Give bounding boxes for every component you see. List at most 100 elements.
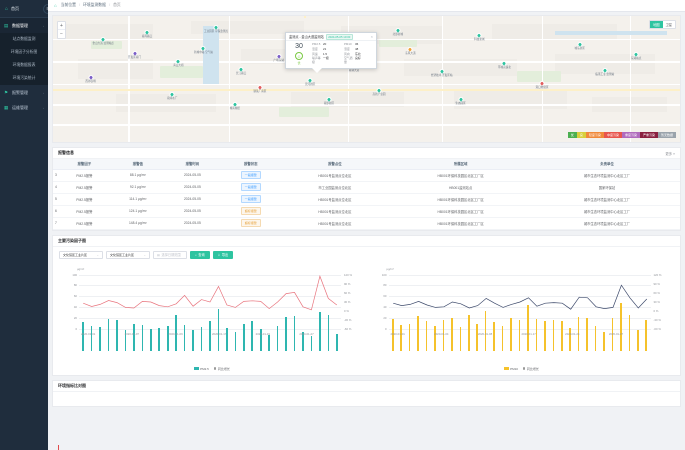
sidebar-brand[interactable]: ⌂ 首页 ≡ — [0, 0, 53, 18]
region-select-2[interactable]: 文化馆区工业片区 ⌄ — [106, 250, 150, 259]
sidebar-subitem-factor-chart[interactable]: 环境因子分析图 — [10, 50, 38, 54]
legend-item-line[interactable]: 同比增长 — [522, 367, 539, 371]
status-badge[interactable]: 一般报警 — [240, 195, 261, 203]
sidebar-subitem-data-report[interactable]: 环境数据报表 — [12, 63, 36, 67]
aqi-legend-item[interactable]: 轻度污染 — [585, 131, 604, 138]
map-marker[interactable]: 金山大道 监测站点 — [92, 35, 114, 45]
chart-bar[interactable] — [594, 325, 597, 351]
chart-bar[interactable] — [611, 318, 614, 351]
legend-item-bar[interactable]: PM10 — [503, 367, 518, 371]
chart-bar[interactable] — [285, 317, 287, 351]
sidebar-subitem-station-data[interactable]: 站点数据监测 — [12, 37, 36, 41]
status-badge[interactable]: 一般报警 — [240, 183, 261, 191]
chart-bar[interactable] — [527, 305, 529, 351]
chart-bar[interactable] — [276, 325, 279, 351]
aqi-legend-item[interactable]: 暂无数据 — [657, 131, 676, 138]
map-marker[interactable]: 经济技术 开发区站 — [431, 68, 452, 77]
chart-bar[interactable] — [408, 323, 411, 351]
map-marker[interactable]: 港口物流区 — [536, 79, 549, 89]
map-marker[interactable]: 东湖站点 — [631, 50, 641, 60]
chart-bar[interactable] — [620, 302, 622, 351]
chart-bar[interactable] — [459, 326, 462, 351]
chart-bar[interactable] — [510, 318, 512, 351]
map-type-map[interactable]: 地图 — [650, 21, 663, 28]
map-marker[interactable]: 高新产业园 — [373, 87, 386, 96]
home-icon[interactable]: ⌂ — [54, 3, 57, 8]
map-marker[interactable]: 钢铁厂南区 — [253, 83, 266, 92]
chart-bar[interactable] — [603, 332, 605, 351]
map-marker[interactable]: 滨河新区 — [305, 77, 315, 86]
chart-bar[interactable] — [251, 321, 254, 351]
map-marker[interactable]: 开发区南门 — [128, 49, 141, 58]
chart-bar[interactable] — [99, 326, 101, 351]
chart-bar[interactable] — [150, 328, 152, 351]
chart-bar[interactable] — [569, 327, 571, 351]
chart-bar[interactable] — [192, 329, 194, 351]
chart-bar[interactable] — [400, 324, 402, 351]
map-marker[interactable]: 城南枢纽 — [230, 101, 240, 110]
status-badge[interactable]: 超标报警 — [240, 219, 261, 227]
map-marker[interactable]: 南部新区 — [324, 96, 334, 105]
chart-bar[interactable] — [417, 315, 419, 351]
chart-bar[interactable] — [645, 320, 648, 351]
map-marker[interactable]: 临港工业 监测站 — [595, 67, 614, 76]
chart-bar[interactable] — [243, 323, 245, 351]
sidebar-item-ops-management[interactable]: ▦ 运维管理 › — [0, 100, 48, 115]
chart-bar[interactable] — [484, 310, 487, 351]
status-badge[interactable]: 超标报警 — [240, 207, 261, 215]
chart-bar[interactable] — [535, 319, 538, 351]
map-marker[interactable]: 环城高速北 — [498, 59, 511, 69]
aqi-legend-item[interactable]: 重度污染 — [621, 131, 640, 138]
chart-bar[interactable] — [442, 320, 445, 351]
map-marker[interactable]: 生态园区 — [455, 96, 466, 105]
chart-bar[interactable] — [552, 320, 555, 351]
map-marker[interactable]: 西郊农场 — [85, 73, 96, 82]
chart-bar[interactable] — [90, 325, 93, 351]
chart-bar[interactable] — [209, 321, 211, 351]
sidebar-item-data-management[interactable]: ▤ 数据管理 › — [0, 18, 48, 33]
chart-bar[interactable] — [200, 326, 203, 351]
breadcrumb-item-1[interactable]: 环境监测数据 — [83, 3, 106, 7]
chart-bar[interactable] — [628, 314, 631, 351]
table-row[interactable]: 4 PM2.5报警 92.1 μg/m³ 2024-05-05 一般报警 市工业园监测点位… — [53, 181, 680, 194]
map-marker[interactable]: 长江路口 — [236, 65, 246, 75]
chart-bar[interactable] — [107, 319, 110, 351]
aqi-legend-item[interactable]: 严重污染 — [639, 131, 658, 138]
chart-bar[interactable] — [586, 318, 588, 351]
map-marker[interactable]: 南郊水厂 — [167, 91, 177, 100]
map-type-satellite[interactable]: 卫星 — [665, 23, 672, 27]
date-range-input[interactable]: ▤ 选择日期范围 — [153, 250, 187, 259]
table-row[interactable]: 6 PM2.5报警 124.1 μg/m³ 2024-05-05 超标报警 HB001号监… — [53, 205, 680, 218]
chart-bar[interactable] — [175, 314, 177, 351]
table-row[interactable]: 3 PM2.5报警 88.1 μg/m³ 2024-05-05 一般报警 HB001号监测… — [53, 169, 680, 182]
zoom-in-button[interactable]: + — [58, 22, 65, 30]
chart-bar[interactable] — [544, 321, 546, 351]
status-badge[interactable]: 一般报警 — [240, 171, 261, 179]
chart-bar[interactable] — [166, 325, 169, 351]
map-marker[interactable]: 工业园区 环保监测点 — [204, 24, 228, 33]
map-marker[interactable]: 南湖大道 — [349, 63, 359, 72]
legend-item-bar[interactable]: PM2.5 — [193, 367, 209, 371]
chart-bar[interactable] — [293, 315, 296, 351]
aqi-legend-item[interactable]: 中度污染 — [603, 131, 622, 138]
export-button[interactable]: ⇩ 导出 — [212, 250, 234, 259]
chart-bar[interactable] — [226, 327, 228, 351]
chart-bar[interactable] — [302, 332, 304, 351]
close-icon[interactable]: × — [370, 34, 373, 39]
chart-bar[interactable] — [560, 321, 563, 351]
chart-bar[interactable] — [335, 334, 338, 351]
chart-bar[interactable] — [116, 320, 118, 351]
map-marker[interactable]: 广场东站 — [274, 53, 284, 62]
chart-bar[interactable] — [327, 314, 330, 351]
more-link[interactable]: 更多 » — [665, 151, 675, 156]
chart-bar[interactable] — [518, 320, 521, 351]
chart-bar[interactable] — [637, 329, 639, 351]
sidebar-item-alarm-management[interactable]: ⚑ 报警管理 › — [0, 85, 48, 100]
aqi-legend-item[interactable]: 良 — [576, 131, 586, 138]
chart-bar[interactable] — [141, 324, 144, 351]
map-marker[interactable]: 青山大桥 — [173, 58, 184, 67]
chart-bar[interactable] — [183, 324, 186, 351]
chart-bar[interactable] — [493, 322, 495, 351]
table-row[interactable]: 5 PM2.5报警 114.1 μg/m³ 2024-05-05 一般报警 HB001号监… — [53, 193, 680, 206]
map-marker[interactable]: 城东新区 — [574, 40, 585, 50]
